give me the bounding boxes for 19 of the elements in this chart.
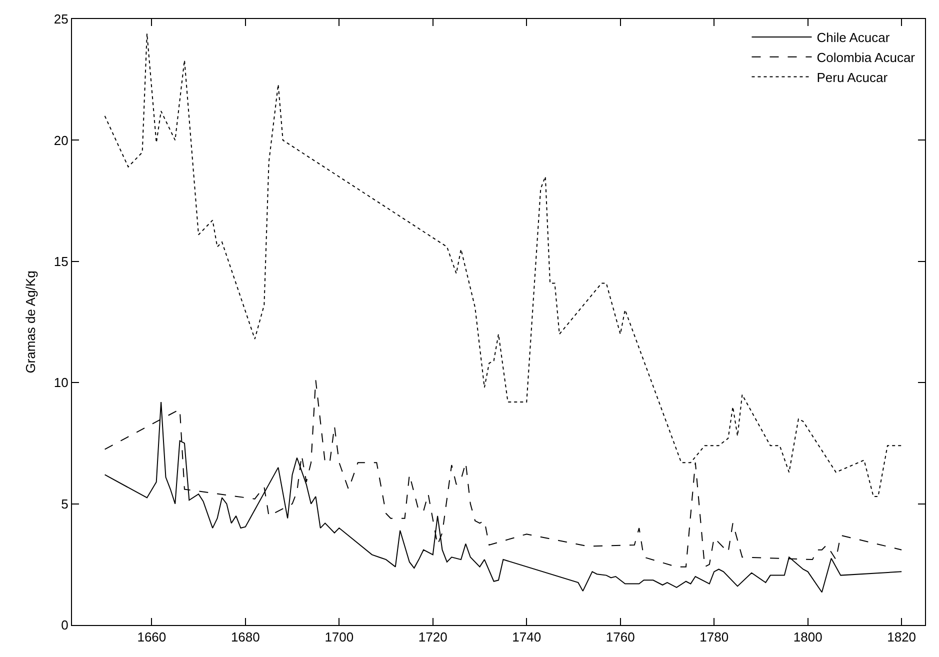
x-tick-label: 1680 [230,630,260,645]
x-tick-label: 1780 [700,630,729,645]
x-tick-label: 1820 [887,630,916,645]
x-tick-label: 1760 [606,630,635,645]
x-tick-label: 1800 [793,630,822,645]
y-axis-title: Gramas de Ag/Kg [22,270,38,374]
y-tick-label: 25 [54,12,68,27]
x-tick-label: 1740 [512,630,542,645]
x-tick-label: 1660 [137,630,166,645]
x-tick-label: 1720 [418,630,448,645]
legend-label: Colombia Acucar [816,50,916,65]
legend-label: Chile Acucar [816,30,890,46]
y-tick-label: 15 [54,254,68,269]
x-tick-label: 1700 [324,630,354,645]
y-tick-label: 20 [54,132,68,148]
y-tick-label: 10 [54,375,68,390]
y-tick-label: 5 [61,496,68,512]
y-tick-label: 0 [61,618,68,633]
legend-label: Peru Acucar [816,70,888,85]
